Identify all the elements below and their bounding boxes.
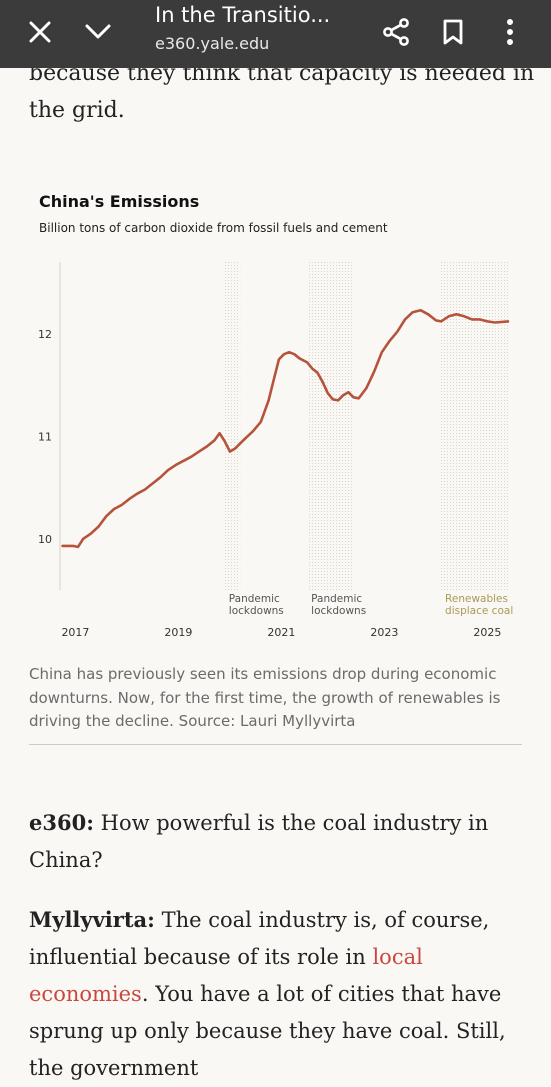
close-icon	[29, 21, 51, 43]
interview-question: e360: How powerful is the coal industry …	[29, 804, 529, 879]
emissions-line	[61, 308, 510, 549]
chart-caption: China has previously seen its emissions …	[29, 665, 501, 730]
y-tick-label: 12	[38, 328, 52, 341]
shaded-period-1	[307, 262, 354, 590]
x-tick-label: 2023	[370, 626, 398, 639]
annotation-label-2: displace coal	[445, 605, 513, 617]
more-options-button[interactable]	[490, 12, 530, 52]
chevron-down-icon	[85, 24, 111, 39]
page-url[interactable]: e360.yale.edu	[155, 34, 270, 53]
question-speaker: e360:	[29, 810, 94, 835]
interview-answer: Myllyvirta: The coal industry is, of cou…	[29, 901, 529, 1087]
x-tick-label: 2021	[267, 626, 295, 639]
answer-text-1: The coal industry is, of course, influen…	[29, 908, 490, 969]
shaded-period-0	[224, 262, 241, 590]
collapse-button[interactable]	[78, 12, 118, 52]
more-vertical-icon	[507, 19, 513, 45]
annotation-label-1: Pandemic	[311, 593, 362, 605]
x-tick-label: 2017	[61, 626, 89, 639]
chart-title: China's Emissions	[39, 192, 200, 211]
y-tick-label: 10	[38, 533, 52, 546]
share-button[interactable]	[376, 12, 416, 52]
y-tick-label: 11	[38, 430, 52, 443]
bookmark-icon	[443, 19, 463, 45]
x-tick-label: 2025	[473, 626, 501, 639]
chart-subtitle: Billion tons of carbon dioxide from foss…	[39, 221, 388, 235]
bookmark-button[interactable]	[433, 12, 473, 52]
divider	[29, 744, 522, 745]
shaded-period-2	[441, 262, 508, 590]
article-paragraph-end: the grid.	[29, 98, 125, 123]
annotation-label-0: Pandemic	[229, 593, 280, 605]
share-icon	[383, 18, 409, 46]
local-economies-link[interactable]: local economies	[29, 945, 423, 1006]
annotation-label-2: Renewables	[445, 593, 508, 605]
close-button[interactable]	[20, 12, 60, 52]
question-text: How powerful is the coal industry in Chi…	[29, 811, 489, 872]
browser-toolbar: In the Transitio... e360.yale.edu	[0, 0, 551, 68]
annotation-label-1: lockdowns	[311, 605, 366, 617]
answer-speaker: Myllyvirta:	[29, 907, 155, 932]
page-title: In the Transitio...	[155, 3, 331, 27]
x-tick-label: 2019	[164, 626, 192, 639]
annotation-label-0: lockdowns	[229, 605, 284, 617]
